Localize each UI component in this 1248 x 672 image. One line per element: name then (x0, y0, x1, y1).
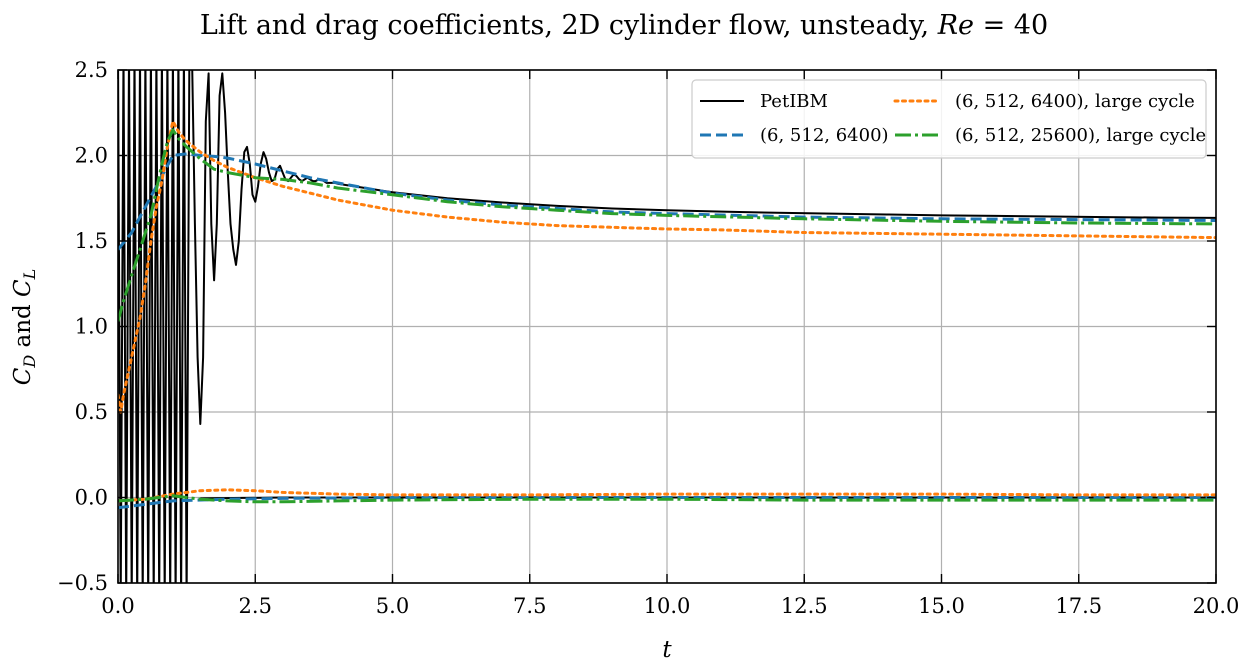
ylabel-s2: L (20, 269, 39, 281)
series-line-3-lift (118, 496, 1216, 510)
x-tick-label: 12.5 (781, 594, 828, 618)
series-line-0-drag (118, 70, 1216, 583)
legend-box (691, 79, 1207, 159)
y-tick-label: 1.5 (75, 229, 108, 253)
series-line-6-drag (118, 128, 1216, 322)
series-line-7-lift (118, 494, 1216, 504)
x-tick-label: 10.0 (644, 594, 691, 618)
x-axis-label: t (662, 637, 672, 663)
legend-label: (6, 512, 6400) (760, 125, 889, 146)
series-line-5-lift (118, 488, 1216, 503)
legend: PetIBM (6, 512, 6400) (6, 512, 6400), larg… (691, 79, 1207, 159)
x-tick-label: 2.5 (239, 594, 272, 618)
x-tick-label: 7.5 (513, 594, 546, 618)
chart-title: Lift and drag coefficients, 2D cylinder … (200, 10, 1048, 41)
x-tick-label: 20.0 (1193, 594, 1240, 618)
y-tick-label: 2.5 (75, 58, 108, 82)
ylabel-s1: D (20, 355, 39, 369)
x-tick-label: 0.0 (101, 594, 134, 618)
y-tick-label: 1.0 (75, 315, 108, 339)
title-symbol: Re (937, 10, 974, 41)
ylabel-c1: C (10, 367, 36, 385)
x-tick-label: 5.0 (376, 594, 409, 618)
y-tick-label: −0.5 (57, 571, 108, 595)
y-tick-label: 0.5 (75, 400, 108, 424)
legend-label: (6, 512, 25600), large cycle (955, 125, 1206, 146)
x-tick-label: 15.0 (918, 594, 965, 618)
y-tick-label: 2.0 (75, 144, 108, 168)
series-line-4-drag (118, 119, 1216, 414)
ticks: 0.0 2.5 5.0 7.5 10.0 12.5 15.0 17.5 20.0−0.50.00… (57, 58, 1239, 618)
x-tick-label: 17.5 (1055, 594, 1102, 618)
y-tick-label: 0.0 (75, 486, 108, 510)
title-lead: Lift and drag coefficients, 2D cylinder … (200, 10, 938, 41)
y-axis-label: CD and CL (10, 269, 39, 386)
legend-label: (6, 512, 6400), large cycle (955, 91, 1195, 112)
ylabel-c2: C (10, 279, 36, 297)
series-line-2-drag (118, 152, 1216, 251)
legend-label: PetIBM (760, 91, 828, 112)
series-layer (118, 70, 1216, 583)
ylabel-mid: and (10, 297, 36, 355)
title-rest: = 40 (974, 10, 1048, 41)
